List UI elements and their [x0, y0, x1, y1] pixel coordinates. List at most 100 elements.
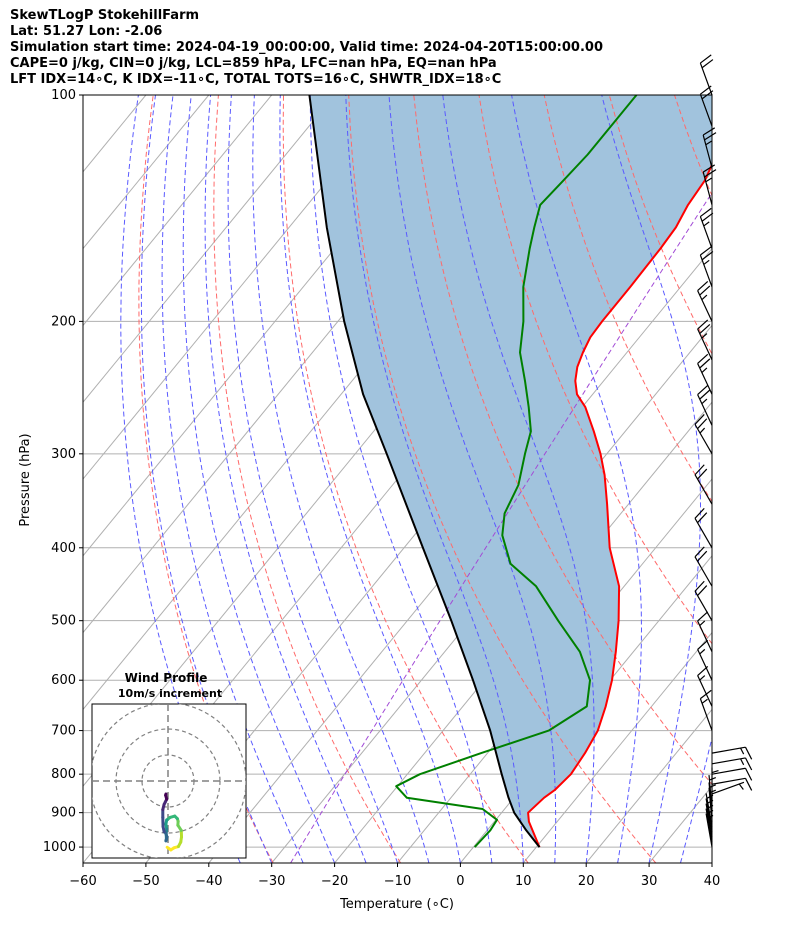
index-line: LFT IDX=14∘C, K IDX=-11∘C, TOTAL TOTS=16… [10, 72, 502, 87]
barb-feather [697, 353, 709, 364]
cape-fill-layer [309, 95, 712, 848]
dry-adiabat [543, 95, 712, 503]
barb-shaft [694, 556, 713, 587]
isotherm-line [585, 708, 712, 863]
barb-shaft [711, 767, 746, 775]
moist-adiabat [279, 95, 461, 863]
barb-shaft [711, 781, 745, 795]
barb-feather [744, 778, 753, 791]
moist-adiabat [140, 95, 273, 863]
x-tick-label: 10 [515, 874, 532, 889]
wind-barb [702, 127, 717, 169]
barb-feather [697, 418, 708, 430]
barb-feather [694, 464, 705, 476]
barb-feather [744, 746, 753, 760]
x-tick-label: 40 [704, 874, 721, 889]
barb-feather [701, 59, 714, 69]
wind-barb [697, 665, 713, 707]
wind-barb [694, 464, 713, 505]
dry-adiabat [213, 95, 402, 863]
wind-barb [697, 319, 713, 361]
moist-adiabat [161, 95, 304, 863]
wind-barb [711, 746, 753, 760]
moist-adiabat [204, 95, 367, 863]
moist-adiabat [345, 95, 524, 863]
wind-barb [699, 207, 714, 249]
barb-shaft [697, 649, 713, 681]
barb-shaft [702, 171, 713, 206]
x-tick-label: −30 [258, 874, 285, 889]
isotherm-line [522, 631, 712, 863]
barb-half-feather [701, 367, 708, 373]
barb-feather [697, 611, 709, 622]
wind-barb [694, 507, 713, 549]
wind-barb [708, 775, 716, 810]
barb-shaft [699, 698, 713, 731]
inset-title: Wind Profile [125, 671, 208, 685]
barb-half-feather [740, 747, 745, 755]
barb-feather [697, 639, 709, 650]
dry-adiabat [138, 95, 274, 863]
barb-shaft [711, 746, 746, 754]
barb-feather [701, 251, 714, 261]
barb-feather [697, 281, 709, 292]
wind-barb [699, 54, 714, 96]
x-tick-label: −40 [195, 874, 222, 889]
x-tick-label: −50 [132, 874, 159, 889]
barb-feather [694, 507, 705, 519]
barb-half-feather [705, 177, 712, 183]
barb-feather [744, 768, 753, 781]
location-line: Lat: 51.27 Lon: -2.06 [10, 24, 163, 39]
barb-shaft [711, 757, 746, 765]
y-tick-label: 500 [51, 614, 76, 629]
barb-shaft [694, 590, 713, 621]
moist-adiabat [388, 95, 557, 863]
moist-adiabat [601, 95, 701, 863]
wind-barb [694, 546, 713, 587]
dry-adiabat [348, 95, 657, 863]
barb-feather [701, 212, 714, 222]
wind-barb-layer [694, 54, 753, 848]
adiabat-layer [120, 95, 712, 863]
barb-shaft [694, 424, 713, 455]
isotherm-line [83, 95, 210, 250]
barb-shaft [694, 518, 713, 549]
x-tick-label: 20 [578, 874, 595, 889]
barb-shaft [697, 290, 713, 322]
x-tick-label: −20 [321, 874, 348, 889]
isotherm-line [83, 95, 335, 403]
barb-feather [697, 468, 708, 480]
barb-feather [702, 127, 716, 136]
y-tick-label: 900 [51, 806, 76, 821]
moist-adiabat [680, 736, 712, 863]
barb-shaft [699, 62, 713, 96]
barb-feather [697, 550, 708, 562]
barb-feather [694, 414, 705, 425]
moist-adiabat [227, 95, 398, 863]
barb-feather [694, 546, 705, 558]
barb-feather [744, 757, 753, 771]
barb-half-feather [711, 770, 719, 774]
barb-feather [699, 358, 711, 369]
barb-half-feather [738, 783, 744, 790]
y-tick-label: 400 [51, 541, 76, 556]
wind-barb [711, 767, 753, 781]
isotherm-line [83, 95, 84, 96]
barb-half-feather [701, 333, 708, 339]
barb-shaft [705, 793, 713, 827]
barb-half-feather [699, 427, 706, 434]
barb-shaft [697, 328, 713, 361]
wind-barb [697, 639, 713, 681]
chart-header: SkewTLogP StokehillFarm Lat: 51.27 Lon: … [10, 8, 603, 88]
barb-feather [699, 324, 711, 335]
barb-half-feather [699, 675, 706, 681]
y-axis-label: Pressure (hPa) [18, 433, 33, 526]
y-tick-label: 200 [51, 314, 76, 329]
barb-feather [699, 389, 711, 400]
profile-layer [308, 95, 712, 848]
dry-adiabat [282, 95, 529, 863]
inset-subtitle: 10m/s increment [118, 687, 222, 700]
barb-shaft [697, 394, 713, 426]
